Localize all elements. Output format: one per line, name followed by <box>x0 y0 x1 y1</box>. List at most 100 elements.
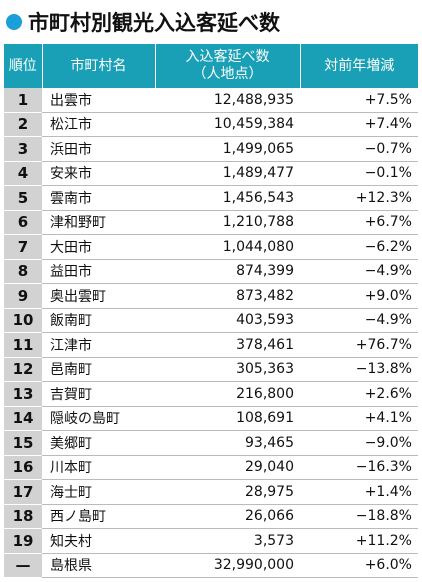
header-cell: 対前年増減 <box>300 44 418 88</box>
table-row: 5 雲南市 1,456,543 +12.3% <box>4 185 418 211</box>
title-block: 市町村別観光入込客延べ数 <box>6 6 280 38</box>
rank-cell: 9 <box>4 283 42 309</box>
header-cell: 順位 <box>4 44 43 88</box>
num-cell: 12,488,935 <box>155 88 300 113</box>
name-cell: 大田市 <box>42 234 155 260</box>
rank-cell: 16 <box>4 455 42 480</box>
chg-cell: −9.0% <box>300 430 418 456</box>
chg-cell: −16.3% <box>300 455 418 480</box>
name-cell: 浜田市 <box>42 136 155 162</box>
chg-cell: +2.6% <box>300 381 418 407</box>
table-row: — 島根県 32,990,000 +6.0% <box>4 553 418 578</box>
num-cell: 1,044,080 <box>155 234 300 260</box>
rank-cell: 5 <box>4 185 42 211</box>
table-row: 7 大田市 1,044,080 −6.2% <box>4 234 418 260</box>
num-cell: 1,456,543 <box>155 185 300 211</box>
num-cell: 108,691 <box>155 406 300 431</box>
header-text: 順位 <box>8 57 37 74</box>
name-cell: 出雲市 <box>42 88 155 113</box>
name-cell: 川本町 <box>42 455 155 480</box>
num-cell: 1,210,788 <box>155 210 300 235</box>
name-cell: 江津市 <box>42 332 155 358</box>
num-cell: 93,465 <box>155 430 300 456</box>
chg-cell: +9.0% <box>300 283 418 309</box>
chg-cell: +7.5% <box>300 88 418 113</box>
name-cell: 吉賀町 <box>42 381 155 407</box>
header-text: 入込客延べ数 <box>185 49 270 65</box>
name-cell: 美郷町 <box>42 430 155 456</box>
table-row: 14 隠岐の島町 108,691 +4.1% <box>4 406 418 431</box>
rank-cell: 19 <box>4 528 42 554</box>
num-cell: 874,399 <box>155 259 300 284</box>
table-row: 8 益田市 874,399 −4.9% <box>4 259 418 284</box>
header-row: 順位 市町村名 入込客延べ数 （人地点） 対前年増減 <box>4 44 418 88</box>
num-cell: 403,593 <box>155 308 300 333</box>
chg-cell: −4.9% <box>300 308 418 333</box>
name-cell: 飯南町 <box>42 308 155 333</box>
chg-cell: +6.0% <box>300 553 418 578</box>
name-cell: 知夫村 <box>42 528 155 554</box>
chg-cell: +4.1% <box>300 406 418 431</box>
table-row: 4 安来市 1,489,477 −0.1% <box>4 161 418 186</box>
table-row: 6 津和野町 1,210,788 +6.7% <box>4 210 418 235</box>
rank-cell: 4 <box>4 161 42 186</box>
header-cell: 入込客延べ数 （人地点） <box>155 44 301 88</box>
chg-cell: −4.9% <box>300 259 418 284</box>
table-row: 19 知夫村 3,573 +11.2% <box>4 528 418 554</box>
chg-cell: +11.2% <box>300 528 418 554</box>
name-cell: 津和野町 <box>42 210 155 235</box>
header-text: 市町村名 <box>70 57 127 74</box>
num-cell: 216,800 <box>155 381 300 407</box>
rank-cell: 3 <box>4 136 42 162</box>
chg-cell: +6.7% <box>300 210 418 235</box>
rank-cell: 7 <box>4 234 42 260</box>
chg-cell: +1.4% <box>300 479 418 505</box>
title: 市町村別観光入込客延べ数 <box>28 11 280 35</box>
title-bullet <box>6 14 22 30</box>
rank-cell: — <box>4 553 42 578</box>
table-row: 15 美郷町 93,465 −9.0% <box>4 430 418 456</box>
rank-cell: 18 <box>4 504 42 529</box>
header-cell: 市町村名 <box>42 44 156 88</box>
name-cell: 松江市 <box>42 112 155 137</box>
name-cell: 島根県 <box>42 553 155 578</box>
table-row: 2 松江市 10,459,384 +7.4% <box>4 112 418 137</box>
header-text: 対前年増減 <box>324 57 395 74</box>
table-row: 11 江津市 378,461 +76.7% <box>4 332 418 358</box>
name-cell: 海士町 <box>42 479 155 505</box>
table-row: 12 邑南町 305,363 −13.8% <box>4 357 418 382</box>
rank-cell: 10 <box>4 308 42 333</box>
rank-cell: 11 <box>4 332 42 358</box>
chg-cell: +12.3% <box>300 185 418 211</box>
chg-cell: −0.1% <box>300 161 418 186</box>
rank-cell: 17 <box>4 479 42 505</box>
name-cell: 西ノ島町 <box>42 504 155 529</box>
rank-cell: 14 <box>4 406 42 431</box>
name-cell: 隠岐の島町 <box>42 406 155 431</box>
num-cell: 378,461 <box>155 332 300 358</box>
table-row: 13 吉賀町 216,800 +2.6% <box>4 381 418 407</box>
chg-cell: −0.7% <box>300 136 418 162</box>
table-body: 1 出雲市 12,488,935 +7.5% 2 松江市 10,459,384 +7.4% 3 浜… <box>4 88 418 578</box>
num-cell: 1,499,065 <box>155 136 300 162</box>
rank-cell: 6 <box>4 210 42 235</box>
table-row: 16 川本町 29,040 −16.3% <box>4 455 418 480</box>
header-subtext: （人地点） <box>192 66 263 82</box>
num-cell: 29,040 <box>155 455 300 480</box>
num-cell: 873,482 <box>155 283 300 309</box>
name-cell: 雲南市 <box>42 185 155 211</box>
num-cell: 3,573 <box>155 528 300 554</box>
rank-cell: 8 <box>4 259 42 284</box>
rank-cell: 15 <box>4 430 42 456</box>
table-row: 18 西ノ島町 26,066 −18.8% <box>4 504 418 529</box>
num-cell: 32,990,000 <box>155 553 300 578</box>
num-cell: 26,066 <box>155 504 300 529</box>
table-row: 9 奥出雲町 873,482 +9.0% <box>4 283 418 309</box>
table-row: 17 海士町 28,975 +1.4% <box>4 479 418 505</box>
chg-cell: −6.2% <box>300 234 418 260</box>
chg-cell: +76.7% <box>300 332 418 358</box>
chg-cell: +7.4% <box>300 112 418 137</box>
table-row: 1 出雲市 12,488,935 +7.5% <box>4 88 418 113</box>
num-cell: 1,489,477 <box>155 161 300 186</box>
